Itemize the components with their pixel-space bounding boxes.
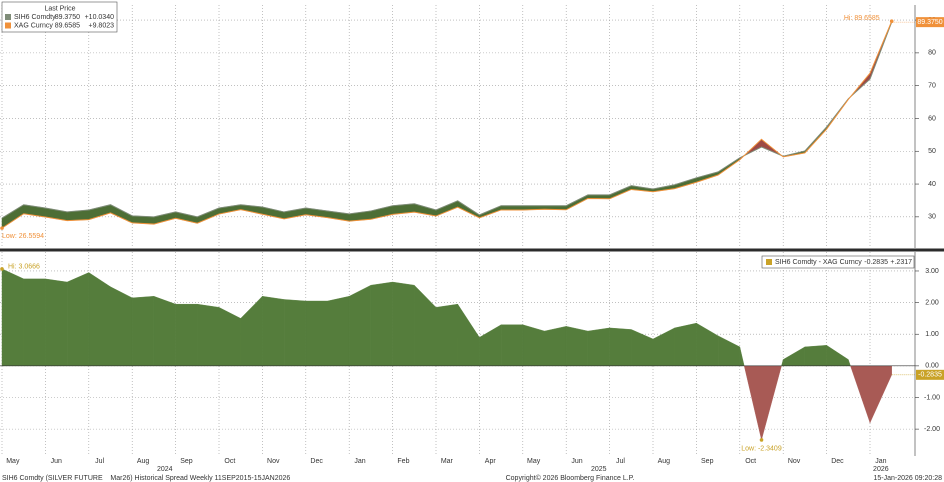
x-tick-label: Nov	[788, 458, 801, 465]
spread-area	[674, 322, 697, 367]
legend-change: +9.8023	[89, 22, 115, 29]
legend-last: -0.2835	[864, 259, 888, 266]
x-tick-label: Jul	[95, 458, 104, 465]
x-tick-label: Sep	[180, 458, 193, 465]
y-tick-label: 1.00	[925, 331, 939, 338]
year-label: 2026	[873, 466, 889, 473]
y-tick-label: 3.00	[925, 268, 939, 275]
spread-area	[1, 268, 24, 367]
legend-swatch	[5, 22, 11, 29]
x-tick-label: Oct	[224, 458, 235, 465]
series-line	[1, 21, 893, 229]
spread-area	[262, 296, 285, 367]
y-tick-label: 70	[928, 83, 936, 90]
hi-marker	[0, 267, 4, 271]
low-marker	[0, 226, 4, 230]
x-tick-label: Jan	[875, 458, 886, 465]
y-tick-label: -2.00	[924, 426, 940, 433]
spread-band	[500, 205, 524, 211]
spread-area	[566, 326, 589, 367]
x-tick-label: Jan	[354, 458, 365, 465]
last-value-tag	[916, 369, 944, 380]
year-label: 2024	[157, 466, 173, 473]
x-tick-label: Aug	[658, 458, 671, 465]
spread-area	[88, 272, 111, 367]
spread-area	[522, 324, 545, 367]
legend-entry: SIH6 Comdty - XAG Curncy	[775, 259, 862, 266]
spread-area	[66, 272, 90, 367]
y-tick-label: 40	[928, 181, 936, 188]
legend-entry: XAG Curncy	[14, 22, 53, 29]
spread-area	[349, 284, 372, 367]
spread-area	[175, 303, 198, 367]
legend-box	[761, 255, 915, 269]
year-label: 2025	[591, 466, 607, 473]
x-tick-label: Mar	[441, 458, 454, 465]
y-tick-label: 2.00	[925, 299, 939, 306]
hi-marker	[889, 19, 894, 24]
legend-box	[1, 1, 118, 33]
x-tick-label: Jun	[51, 458, 62, 465]
legend-last: 89.6585	[55, 22, 80, 29]
spread-area	[197, 303, 220, 367]
footer-center: Copyright© 2026 Bloomberg Finance L.P.	[506, 474, 635, 482]
spread-area	[305, 300, 328, 367]
spread-area	[435, 303, 458, 367]
x-tick-label: Nov	[267, 458, 280, 465]
spread-area	[327, 296, 350, 367]
x-tick-label: Jun	[571, 458, 582, 465]
spread-area	[500, 324, 523, 367]
spread-area	[370, 281, 393, 367]
x-tick-label: Feb	[397, 458, 409, 465]
spread-area	[131, 296, 155, 367]
spread-area	[23, 278, 46, 367]
footer-right: 15-Jan-2026 09:20:28	[874, 475, 943, 482]
legend-title: Last Price	[44, 5, 75, 12]
last-value-label: 89.3750	[917, 19, 942, 26]
spread-area	[392, 281, 415, 367]
spread-area	[153, 295, 176, 367]
legend-change: +10.0340	[85, 14, 114, 21]
x-tick-label: Apr	[485, 458, 497, 465]
legend-entry: SIH6 Comdty	[14, 14, 56, 21]
y-tick-label: -1.00	[924, 394, 940, 401]
x-tick-label: Dec	[831, 458, 844, 465]
last-value-label: -0.2835	[918, 372, 942, 379]
spread-area	[110, 286, 133, 367]
x-tick-label: Dec	[310, 458, 323, 465]
footer-left: SIH6 Comdty (SILVER FUTURE Mar26) Histor…	[2, 475, 290, 482]
low-label: Low: -2.3409	[741, 446, 782, 453]
x-tick-label: Aug	[137, 458, 150, 465]
footer-bar	[0, 472, 944, 482]
y-tick-label: 80	[928, 50, 936, 57]
panel-separator	[0, 248, 944, 252]
last-value-tag	[916, 17, 944, 28]
x-tick-label: May	[6, 458, 20, 465]
spread-area	[804, 345, 827, 367]
spread-area	[544, 326, 567, 367]
legend-swatch	[766, 259, 772, 265]
legend-last: 89.3750	[55, 14, 80, 21]
low-marker	[759, 438, 764, 442]
hi-label: Hi: 3.0666	[8, 264, 40, 271]
spread-area	[587, 327, 610, 367]
spread-area	[45, 278, 68, 367]
x-tick-label: Jul	[616, 458, 625, 465]
y-tick-label: 60	[928, 115, 936, 122]
x-tick-label: May	[527, 458, 541, 465]
spread-area	[609, 327, 632, 367]
y-tick-label: 50	[928, 148, 936, 155]
legend-swatch	[5, 14, 11, 20]
y-tick-label: 30	[928, 214, 936, 221]
spread-area	[283, 299, 306, 367]
legend-change: +.2317	[890, 259, 912, 266]
x-tick-label: Sep	[701, 458, 714, 465]
low-label: Low: 26.5594	[2, 233, 44, 240]
x-tick-label: Oct	[745, 458, 756, 465]
hi-label: Hi: 89.6585	[844, 15, 880, 22]
y-tick-label: 0.00	[925, 363, 939, 370]
